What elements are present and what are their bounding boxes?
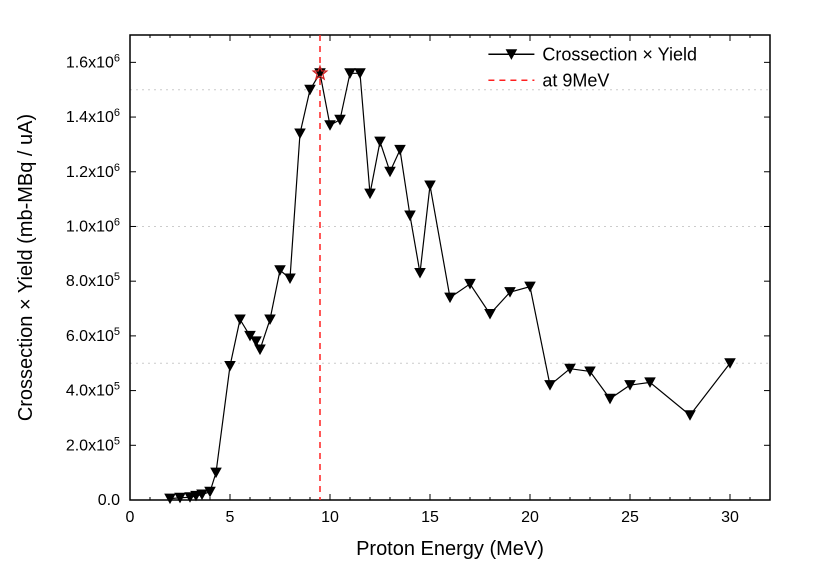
- y-axis-label: Crossection × Yield (mb-MBq / uA): [15, 114, 37, 421]
- chart-background: [0, 0, 835, 583]
- y-tick-label: 4.0x105: [66, 381, 120, 400]
- y-tick-label: 1.4x106: [66, 107, 120, 126]
- x-tick-label: 10: [321, 509, 339, 526]
- legend-series-label: Crossection × Yield: [542, 44, 697, 64]
- x-tick-label: 0: [126, 509, 135, 526]
- legend-vline-label: at 9MeV: [542, 70, 609, 90]
- x-tick-label: 5: [226, 509, 235, 526]
- y-tick-label: 0.0: [98, 492, 120, 509]
- y-tick-label: 8.0x105: [66, 271, 120, 290]
- y-tick-label: 1.0x106: [66, 216, 120, 235]
- y-tick-label: 1.2x106: [66, 162, 120, 181]
- y-tick-label: 2.0x105: [66, 435, 120, 454]
- x-axis-label: Proton Energy (MeV): [356, 538, 544, 560]
- x-tick-label: 30: [721, 509, 739, 526]
- x-tick-label: 20: [521, 509, 539, 526]
- y-tick-label: 1.6x106: [66, 52, 120, 71]
- x-tick-label: 15: [421, 509, 439, 526]
- x-tick-label: 25: [621, 509, 639, 526]
- y-tick-label: 6.0x105: [66, 326, 120, 345]
- crossection-yield-chart: 0 5 10 15 20 25 30 0.0 2.0x105 4.0x105 6.0x105 8.0x…: [0, 0, 835, 583]
